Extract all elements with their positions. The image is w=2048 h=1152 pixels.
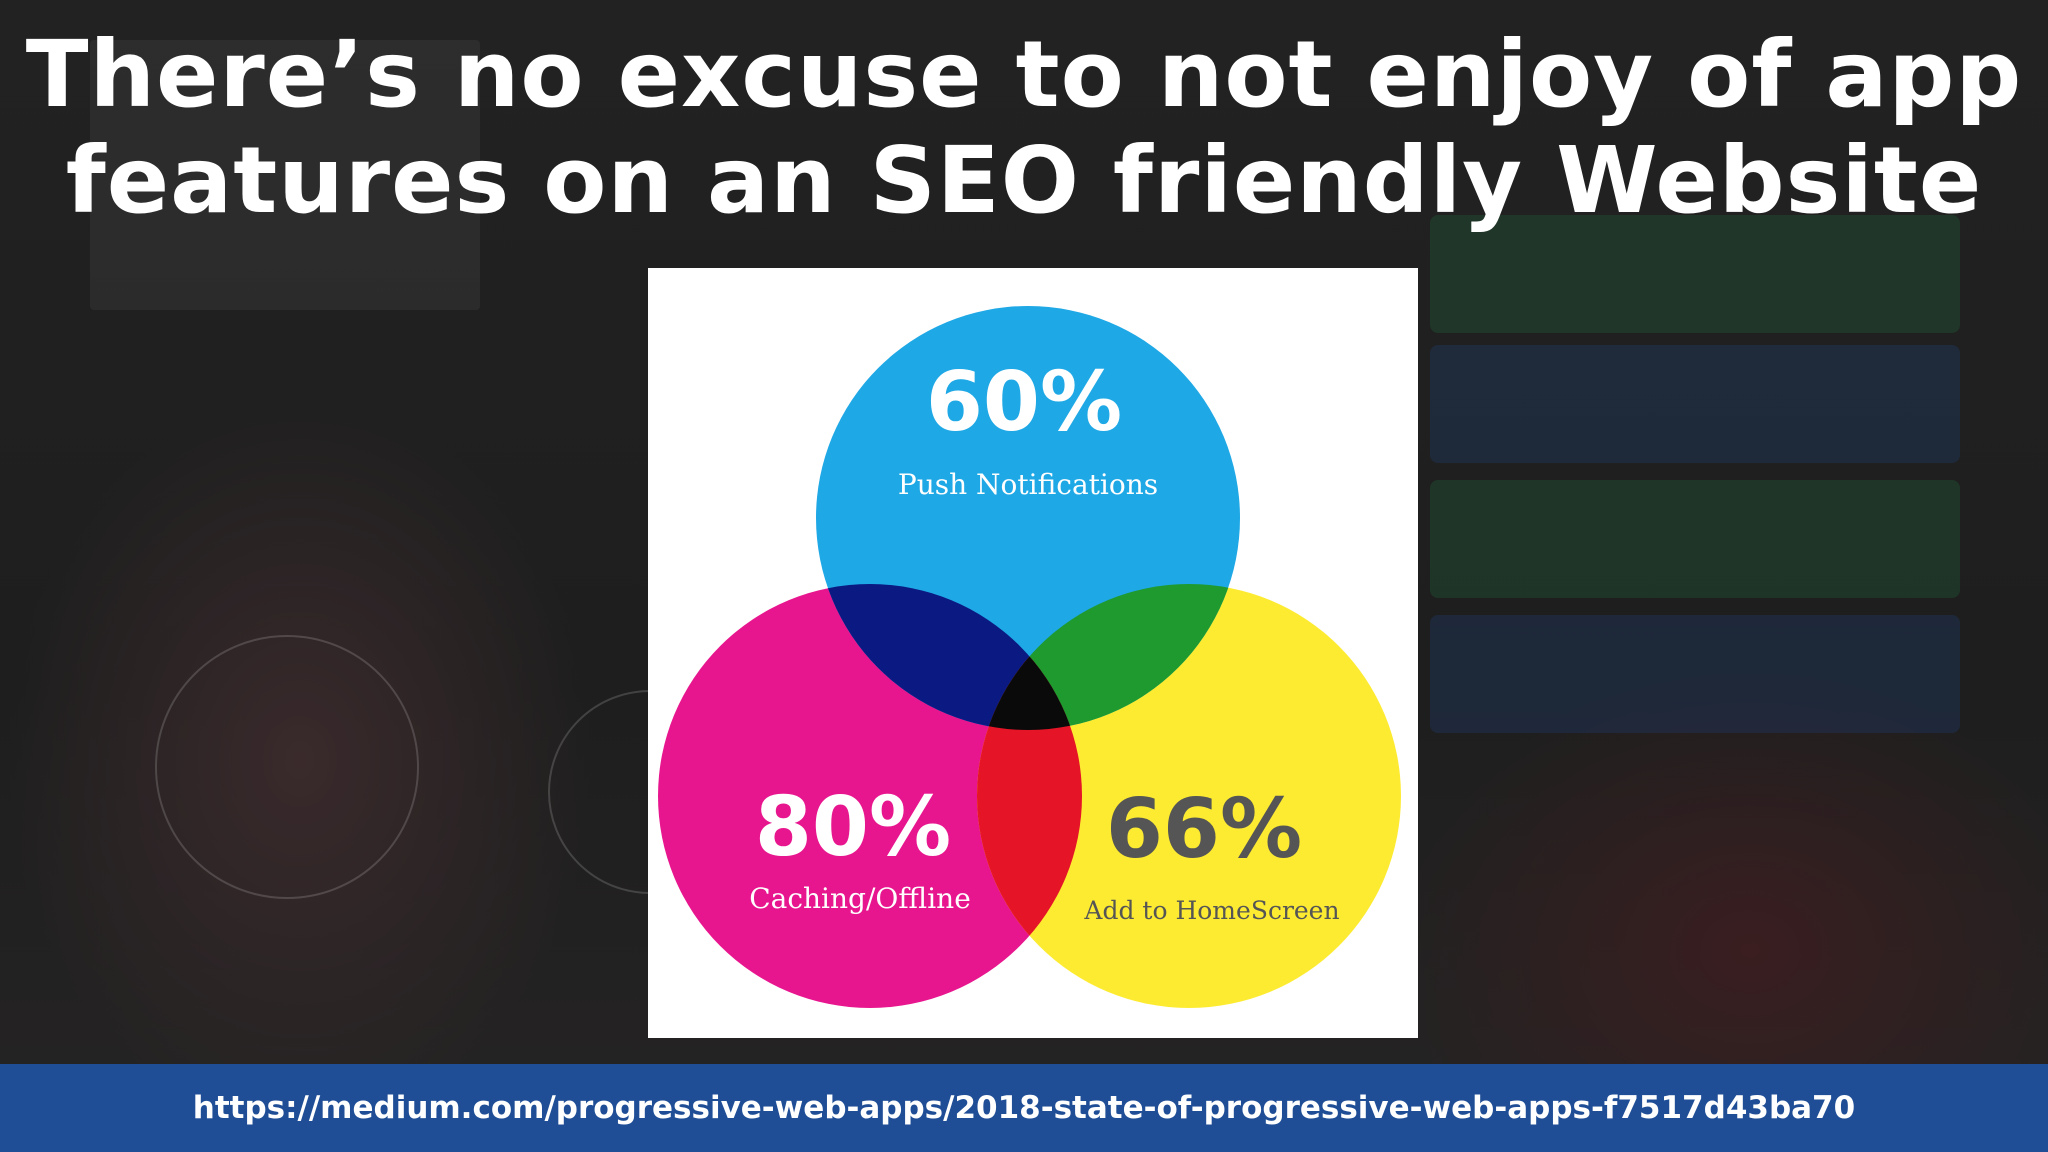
caching-percent: 80% (755, 780, 951, 875)
push-percent: 60% (926, 355, 1122, 450)
venn-overlap-push-caching-group (816, 584, 1082, 730)
slide-title-line-1: There’s no excuse to not enjoy of app (25, 21, 2023, 128)
venn-overlap-push-homescreen (977, 584, 1240, 730)
venn-overlap-push-homescreen-group (977, 584, 1240, 730)
source-url-link[interactable]: https://medium.com/progressive-web-apps/… (192, 1090, 1856, 1126)
caching-label: Caching/Offline (749, 882, 971, 915)
slide-title: There’s no excuse to not enjoy of app fe… (0, 22, 2048, 234)
venn-diagram-card: 60% Push Notifications 80% Caching/Offli… (648, 268, 1418, 1038)
background-bar-green-1 (1430, 215, 1960, 333)
background-bar-blue-2 (1430, 615, 1960, 733)
venn-diagram: 60% Push Notifications 80% Caching/Offli… (658, 306, 1401, 1008)
homescreen-percent: 66% (1106, 782, 1302, 877)
background-video-panel (90, 40, 480, 310)
background-circle-1 (155, 635, 419, 899)
venn-overlap-push-caching (816, 584, 1082, 730)
background-bar-blue-1 (1430, 345, 1960, 463)
source-footer-bar: https://medium.com/progressive-web-apps/… (0, 1064, 2048, 1152)
background-bar-green-2 (1430, 480, 1960, 598)
homescreen-label: Add to HomeScreen (1083, 896, 1339, 925)
slide-title-line-2: features on an SEO friendly Website (65, 127, 1983, 234)
push-label: Push Notifications (898, 468, 1158, 501)
